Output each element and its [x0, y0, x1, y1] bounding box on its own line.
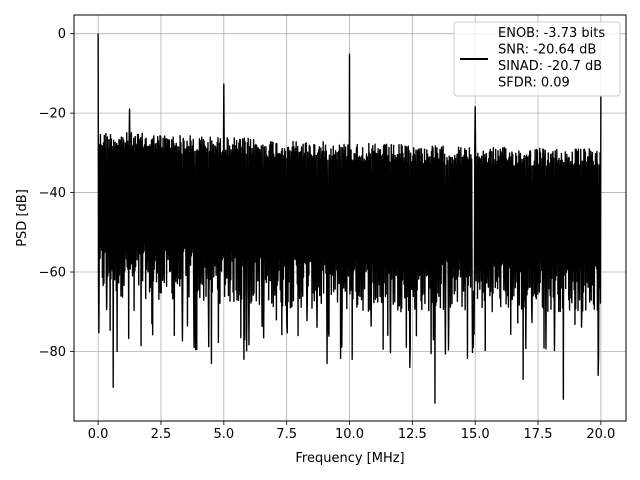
x-tick-label: 10.0: [335, 427, 364, 442]
x-tick-label: 20.0: [586, 427, 615, 442]
y-tick-label: −40: [39, 186, 66, 201]
legend-box: [453, 21, 621, 97]
y-tick-label: −20: [39, 107, 66, 122]
legend-text-line: ENOB: -3.73 bits: [498, 26, 605, 41]
y-tick-label: 0: [58, 27, 66, 42]
x-tick-label: 15.0: [461, 427, 490, 442]
y-tick-label: −60: [39, 266, 66, 281]
legend-text-line: SFDR: 0.09: [498, 76, 570, 91]
x-tick-label: 7.5: [276, 427, 297, 442]
y-tick-label: −80: [39, 345, 66, 360]
psd-trace: [97, 33, 602, 404]
plot-frame: [73, 14, 627, 422]
legend-text-line: SNR: -20.64 dB: [498, 43, 596, 58]
axis-ticks: 0.0 2.5 5.0 7.5 10.0 12.5 15.0 17.5 20.0 0 −20 −40 −…: [39, 27, 616, 442]
x-tick-label: 12.5: [398, 427, 427, 442]
x-tick-label: 5.0: [213, 427, 234, 442]
x-tick-label: 17.5: [524, 427, 553, 442]
y-axis-label: PSD [dB]: [15, 189, 30, 247]
psd-line: [97, 33, 602, 404]
x-axis-label: Frequency [MHz]: [295, 451, 404, 466]
x-tick-label: 0.0: [88, 427, 109, 442]
legend-text-line: SINAD: -20.7 dB: [498, 59, 602, 74]
x-tick-label: 2.5: [151, 427, 172, 442]
